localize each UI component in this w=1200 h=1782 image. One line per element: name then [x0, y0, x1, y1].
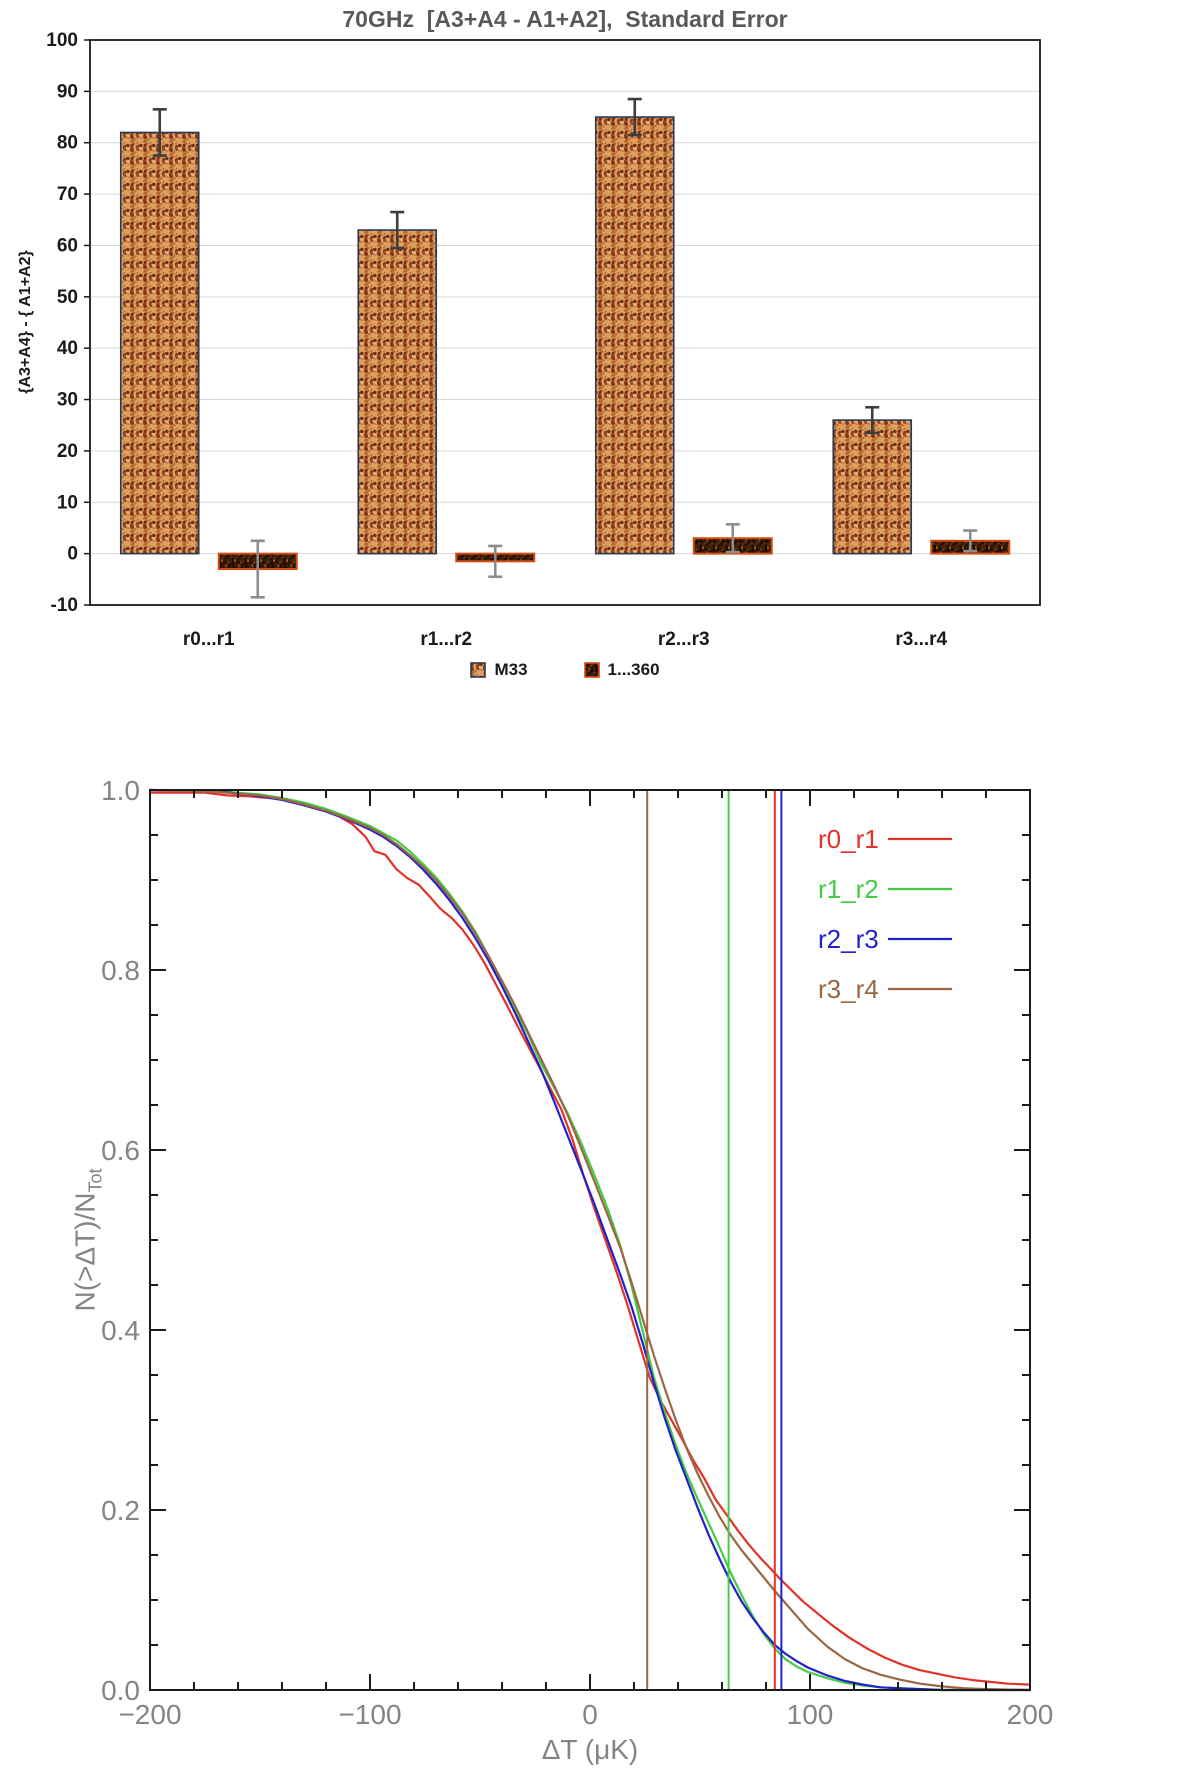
chart1-legend-label-m33: M33 — [494, 660, 528, 679]
chart2-x-axis-label: ΔT (μK) — [541, 1734, 639, 1765]
bar-M33-r1...r2 — [357, 229, 438, 555]
y-tick-label: 10 — [57, 492, 78, 513]
plot-frame — [149, 789, 1031, 1691]
x-tick-label: 200 — [1007, 1699, 1054, 1730]
legend-swatch-1-360-icon — [583, 662, 600, 678]
legend-label-r0_r1: r0_r1 — [818, 824, 879, 854]
chart1-legend: M33 1...360 — [90, 660, 1040, 680]
y-tick-label: 0.8 — [101, 955, 140, 986]
x-category-label: r0...r1 — [183, 629, 235, 650]
curve-r3_r4 — [149, 788, 1031, 1692]
chart2-plot: −200 −100 0 100 200 0.0 0.2 0.4 0.6 0.8 1.0 r0_r1 r1… — [101, 775, 1054, 1730]
x-tick-label: 0 — [582, 1699, 598, 1730]
curve-r1_r2 — [149, 788, 1030, 1692]
y-tick-label: 0.4 — [101, 1315, 140, 1346]
x-tick-label: −200 — [118, 1699, 181, 1730]
x-category-label: r1...r2 — [420, 629, 472, 650]
x-tick-label: 100 — [787, 1699, 834, 1730]
y-tick-label: 0.0 — [101, 1675, 140, 1706]
chart1-plot: -10 0 10 20 30 40 50 60 70 80 90 100 r0...r1 r1...r2 r… — [46, 30, 1041, 650]
bar-M33-r3...r4 — [832, 419, 913, 555]
legend-swatch — [583, 662, 600, 678]
chart1-legend-label-1-360: 1...360 — [607, 660, 660, 679]
y-tick-label: 0.6 — [101, 1135, 140, 1166]
curve-r2_r3 — [149, 788, 1030, 1692]
x-category-label: r3...r4 — [895, 629, 947, 650]
y-tick-label: 30 — [57, 390, 78, 411]
y-tick-label: 80 — [57, 133, 78, 154]
chart1-legend-item-m33: M33 — [470, 660, 528, 680]
bar-M33-r2...r3 — [594, 116, 675, 555]
bar-M33-r0...r1 — [119, 131, 200, 555]
legend-label-r1_r2: r1_r2 — [818, 874, 879, 904]
curve-r0_r1 — [150, 791, 1031, 1686]
plot-border — [89, 39, 1041, 606]
y-tick-label: 20 — [57, 441, 78, 462]
y-tick-label: -10 — [51, 595, 78, 616]
y-tick-label: 0.2 — [101, 1495, 140, 1526]
y-tick-label: 1.0 — [101, 775, 140, 806]
y-tick-label: 90 — [57, 81, 78, 102]
legend-swatch — [470, 662, 487, 678]
y-tick-label: 0 — [67, 544, 78, 565]
x-category-label: r2...r3 — [658, 629, 710, 650]
legend-label-r2_r3: r2_r3 — [818, 924, 879, 954]
legend-label-r3_r4: r3_r4 — [818, 974, 879, 1004]
x-tick-label: −100 — [338, 1699, 401, 1730]
y-tick-label: 50 — [57, 287, 78, 308]
y-tick-label: 60 — [57, 235, 78, 256]
y-tick-label: 100 — [46, 30, 78, 51]
chart1-title: 70GHz [A3+A4 - A1+A2], Standard Error — [342, 6, 788, 32]
y-tick-label: 40 — [57, 338, 78, 359]
y-tick-label: 70 — [57, 184, 78, 205]
legend-swatch-m33-icon — [470, 662, 487, 678]
chart2-y-axis-label: N(>ΔT)/NTot — [69, 1168, 106, 1312]
chart1-legend-item-1-360: 1...360 — [583, 660, 660, 680]
